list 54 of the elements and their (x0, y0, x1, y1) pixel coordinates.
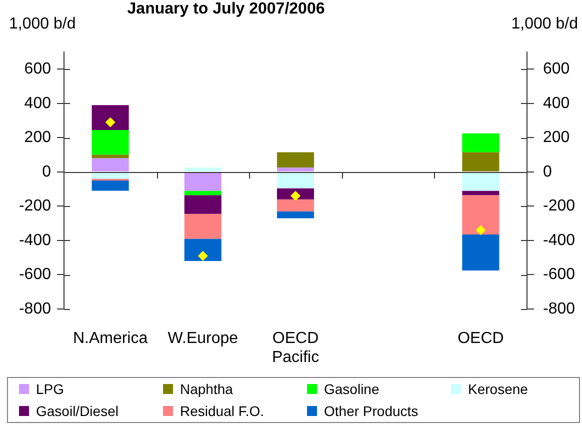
point (476, 225, 486, 236)
bar (276, 211, 314, 218)
bar (184, 238, 222, 262)
x-tick-label: N.America (72, 330, 148, 348)
legend-label: Residual F.O. (180, 403, 264, 419)
y2-tick-label: 0 (543, 163, 552, 180)
bar (276, 199, 314, 212)
bar (92, 172, 129, 179)
legend-label: Kerosene (468, 381, 528, 397)
bar (92, 158, 129, 172)
legend-label: Gasoline (324, 381, 380, 397)
y2-tick-label: 600 (543, 60, 570, 78)
y-tick-label: 600 (24, 60, 52, 78)
bar (462, 195, 500, 234)
y-tick-label: -800 (18, 300, 52, 318)
y2-tick-label: 400 (543, 94, 570, 112)
legend-label: Other Products (324, 403, 418, 419)
y-tick-label: 0 (42, 163, 52, 180)
chart-title: January to July 2007/2006 (127, 0, 325, 18)
y2-tick-label: -400 (543, 232, 576, 249)
x-tick-label: W.Europe (168, 330, 238, 348)
bar (184, 190, 222, 196)
legend-label: Naphtha (180, 381, 233, 397)
bar (462, 133, 500, 152)
y2-tick-label: -200 (543, 198, 576, 215)
y-tick-label: -400 (18, 232, 52, 249)
y-axis-title: 1,000 b/d (9, 15, 76, 32)
bar (462, 172, 500, 191)
bar (276, 152, 314, 168)
bar (184, 214, 222, 239)
y-tick-label: 400 (24, 94, 52, 112)
bar (462, 152, 500, 172)
legend-label: Gasoil/Diesel (36, 403, 118, 419)
bar (92, 105, 129, 130)
bar (184, 172, 222, 191)
y2-tick-label: -800 (543, 300, 576, 318)
bar (184, 168, 222, 172)
bar (92, 130, 129, 155)
bar (462, 190, 500, 196)
x-tick-label: OECD Pacific (272, 330, 320, 366)
legend-label: LPG (36, 381, 64, 397)
y-tick-label: 200 (24, 129, 52, 146)
y2-tick-label: -600 (543, 266, 576, 284)
y-tick-label: -600 (18, 266, 52, 284)
bar (276, 168, 314, 172)
y2-tick-label: 200 (543, 129, 570, 146)
y2-axis-title: 1,000 b/d (511, 15, 578, 32)
bar (462, 234, 500, 270)
point (198, 250, 208, 261)
bar (184, 195, 222, 214)
y-tick-label: -200 (18, 198, 52, 215)
x-tick-label: OECD (458, 330, 504, 348)
bar (276, 172, 314, 188)
bar (92, 180, 129, 191)
